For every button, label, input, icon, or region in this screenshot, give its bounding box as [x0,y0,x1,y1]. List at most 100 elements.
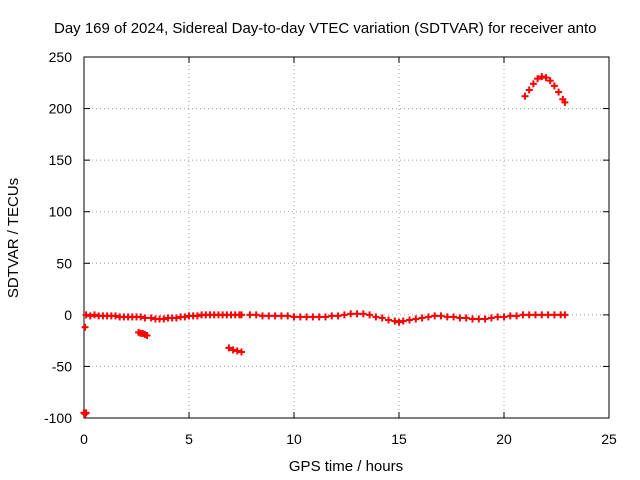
data-point [443,313,451,321]
y-axis-title: SDTVAR / TECUs [5,178,22,298]
data-point [378,314,386,322]
data-point [303,313,311,321]
data-point [315,313,323,321]
data-point [385,316,392,324]
data-point [469,315,476,323]
data-point [561,311,569,319]
data-point [391,317,399,325]
data-point [525,311,533,319]
data-point [506,312,514,320]
data-point [513,312,521,320]
data-point [359,310,367,318]
data-point [233,347,241,355]
x-tick-label: 0 [80,431,88,447]
data-point [147,314,155,322]
data-point [534,75,542,83]
data-point [494,313,502,321]
data-point [372,313,380,321]
data-point [550,311,558,319]
data-point [395,318,403,326]
y-tick-label: 150 [49,152,73,168]
data-point [81,323,89,331]
data-point [284,312,292,320]
data-point [290,313,298,321]
data-point [347,310,355,318]
data-point [271,312,279,320]
data-point [238,348,245,356]
data-point [500,313,508,321]
data-point [450,313,458,321]
grid [84,57,609,418]
data-point [328,312,336,320]
data-point [82,409,90,417]
data-point [462,314,470,322]
data-point [519,311,527,319]
data-point [86,312,94,320]
data-point [193,312,201,320]
data-point [160,315,168,323]
y-tick-label: -100 [44,410,72,426]
data-point [238,311,245,319]
data-point [544,311,552,319]
y-tick-label: 200 [49,101,73,117]
data-point [265,312,273,320]
data-points [80,73,569,418]
data-point [525,86,533,94]
plot-frame [83,56,610,419]
x-tick-label: 20 [496,431,512,447]
data-point [418,314,426,322]
y-tick-label: 0 [64,307,72,323]
data-point [546,77,554,85]
data-point [137,313,145,321]
data-point [487,314,495,322]
data-point [296,313,304,321]
data-point [181,313,189,321]
data-point [252,311,260,319]
data-point [143,331,151,339]
chart-title: Day 169 of 2024, Sidereal Day-to-day VTE… [54,20,596,37]
data-point [322,313,329,321]
data-point [529,80,537,88]
data-point [277,312,285,320]
data-point [538,73,546,81]
data-point [521,92,529,100]
axis-ticks: 0 5 10 15 20 25 -100 -50 0 50 100 150 200 250 [44,49,617,447]
data-point [532,311,539,319]
data-point [406,316,413,324]
data-point [225,344,233,352]
y-tick-label: 250 [49,49,73,65]
data-point [309,313,317,321]
data-point [561,98,569,106]
data-point [82,311,90,319]
x-tick-label: 25 [601,431,617,447]
data-point [456,314,464,322]
data-point [246,311,254,319]
data-point [542,74,550,82]
data-point [555,88,563,96]
x-tick-label: 10 [286,431,302,447]
data-point [141,314,149,322]
data-point [91,311,98,319]
data-point [334,312,342,320]
data-point [550,82,558,90]
data-point [424,313,432,321]
data-point [112,312,119,320]
data-point [366,311,374,319]
data-point [172,314,180,322]
y-tick-label: 100 [49,204,73,220]
x-tick-label: 5 [185,431,193,447]
data-point [399,317,407,325]
data-point [481,315,489,323]
x-axis-title: GPS time / hours [289,458,403,475]
data-point [353,310,361,318]
y-tick-label: -50 [52,358,72,374]
data-point [412,315,420,323]
x-tick-label: 15 [391,431,407,447]
y-tick-label: 50 [56,255,72,271]
data-point [229,346,237,354]
data-point [259,312,266,320]
data-point [475,315,483,323]
data-point [538,311,546,319]
data-point [437,312,445,320]
